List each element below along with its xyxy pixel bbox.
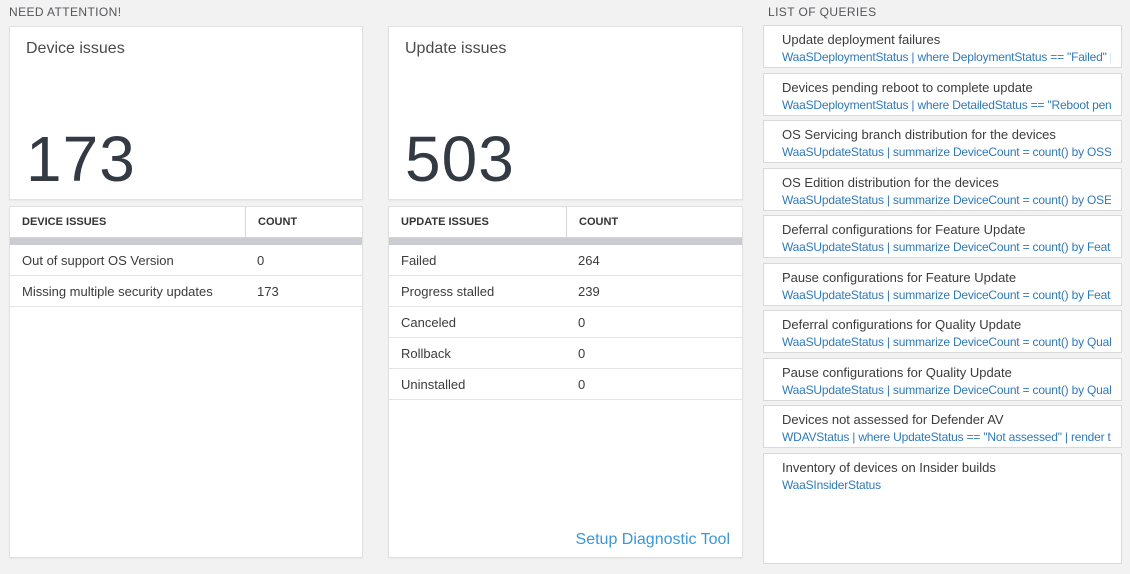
update-table-scrollbar[interactable] [389,238,742,245]
update-issues-title: Update issues [405,40,507,57]
update-issues-count: 503 [405,123,515,195]
query-item-deferral-quality-update[interactable]: Deferral configurations for Quality Upda… [763,310,1122,353]
table-row[interactable]: Uninstalled 0 [389,369,742,400]
device-issues-table: DEVICE ISSUES COUNT Out of support OS Ve… [9,206,363,558]
query-title: OS Edition distribution for the devices [782,174,999,190]
row-label: Uninstalled [401,376,466,392]
update-table-col-issues: UPDATE ISSUES [401,216,489,228]
query-item-pause-quality-update[interactable]: Pause configurations for Quality Update … [763,357,1122,401]
query-item-devices-pending-reboot[interactable]: Devices pending reboot to complete updat… [763,72,1122,116]
query-item-insider-builds-inventory[interactable]: Inventory of devices on Insider builds W… [763,452,1122,564]
query-title: Pause configurations for Quality Update [782,364,1012,380]
row-count: 239 [578,283,600,299]
table-row[interactable]: Progress stalled 239 [389,276,742,307]
row-label: Rollback [401,345,451,361]
row-count: 0 [578,314,586,330]
query-item-defender-av-not-assessed[interactable]: Devices not assessed for Defender AV WDA… [763,405,1122,448]
query-code: WDAVStatus | where UpdateStatus == "Not … [782,430,1111,444]
query-item-os-servicing-branch[interactable]: OS Servicing branch distribution for the… [763,120,1122,163]
query-code: WaaSUpdateStatus | summarize DeviceCount… [782,382,1111,397]
query-item-os-edition-distribution[interactable]: OS Edition distribution for the devices … [763,167,1122,211]
row-label: Progress stalled [401,283,495,299]
query-title: OS Servicing branch distribution for the… [782,127,1056,142]
device-table-col-issues: DEVICE ISSUES [22,216,107,228]
row-count: 0 [578,345,586,361]
query-list: Update deployment failures WaaSDeploymen… [763,25,1122,568]
query-code: WaaSUpdateStatus | summarize DeviceCount… [782,335,1111,349]
query-code: WaaSUpdateStatus | summarize DeviceCount… [782,192,1111,207]
device-table-col-count: COUNT [245,207,362,237]
query-title: Devices pending reboot to complete updat… [782,79,1033,95]
query-title: Pause configurations for Feature Update [782,269,1017,285]
query-title: Deferral configurations for Quality Upda… [782,317,1022,332]
row-label: Canceled [401,314,456,330]
table-row[interactable]: Out of support OS Version 0 [10,245,362,276]
row-label: Out of support OS Version [22,252,174,268]
row-count: 0 [257,252,265,268]
table-row[interactable]: Missing multiple security updates 173 [10,276,362,307]
device-table-header: DEVICE ISSUES COUNT [10,207,362,238]
query-code: WaaSUpdateStatus | summarize DeviceCount… [782,287,1111,302]
query-item-pause-feature-update[interactable]: Pause configurations for Feature Update … [763,262,1122,306]
query-title: Inventory of devices on Insider builds [782,459,996,475]
row-label: Missing multiple security updates [22,283,213,299]
query-code: WaaSDeploymentStatus | where DetailedSta… [782,97,1111,112]
query-code: WaaSDeploymentStatus | where DeploymentS… [782,50,1111,64]
query-title: Devices not assessed for Defender AV [782,412,1004,427]
table-row[interactable]: Canceled 0 [389,307,742,338]
device-issues-count: 173 [26,123,136,195]
query-item-update-deployment-failures[interactable]: Update deployment failures WaaSDeploymen… [763,25,1122,68]
query-title: Update deployment failures [782,32,941,47]
need-attention-header: NEED ATTENTION! [9,5,122,19]
setup-diagnostic-tool-link[interactable]: Setup Diagnostic Tool [575,531,730,548]
list-of-queries-header: LIST OF QUERIES [768,5,877,19]
row-label: Failed [401,252,437,268]
row-count: 0 [578,376,586,392]
row-count: 264 [578,252,600,268]
query-item-deferral-feature-update[interactable]: Deferral configurations for Feature Upda… [763,215,1122,258]
query-title: Deferral configurations for Feature Upda… [782,222,1026,237]
update-issues-table: UPDATE ISSUES COUNT Failed 264 Progress … [388,206,743,558]
update-table-header: UPDATE ISSUES COUNT [389,207,742,238]
update-issues-tile[interactable]: Update issues 503 [388,26,743,200]
query-code: WaaSInsiderStatus [782,477,881,492]
row-count: 173 [257,283,279,299]
update-table-col-count: COUNT [566,207,742,237]
device-issues-title: Device issues [26,40,125,57]
query-code: WaaSUpdateStatus | summarize DeviceCount… [782,240,1111,254]
table-row[interactable]: Rollback 0 [389,338,742,369]
table-row[interactable]: Failed 264 [389,245,742,276]
query-code: WaaSUpdateStatus | summarize DeviceCount… [782,145,1111,159]
device-table-scrollbar[interactable] [10,238,362,245]
device-issues-tile[interactable]: Device issues 173 [9,26,363,200]
